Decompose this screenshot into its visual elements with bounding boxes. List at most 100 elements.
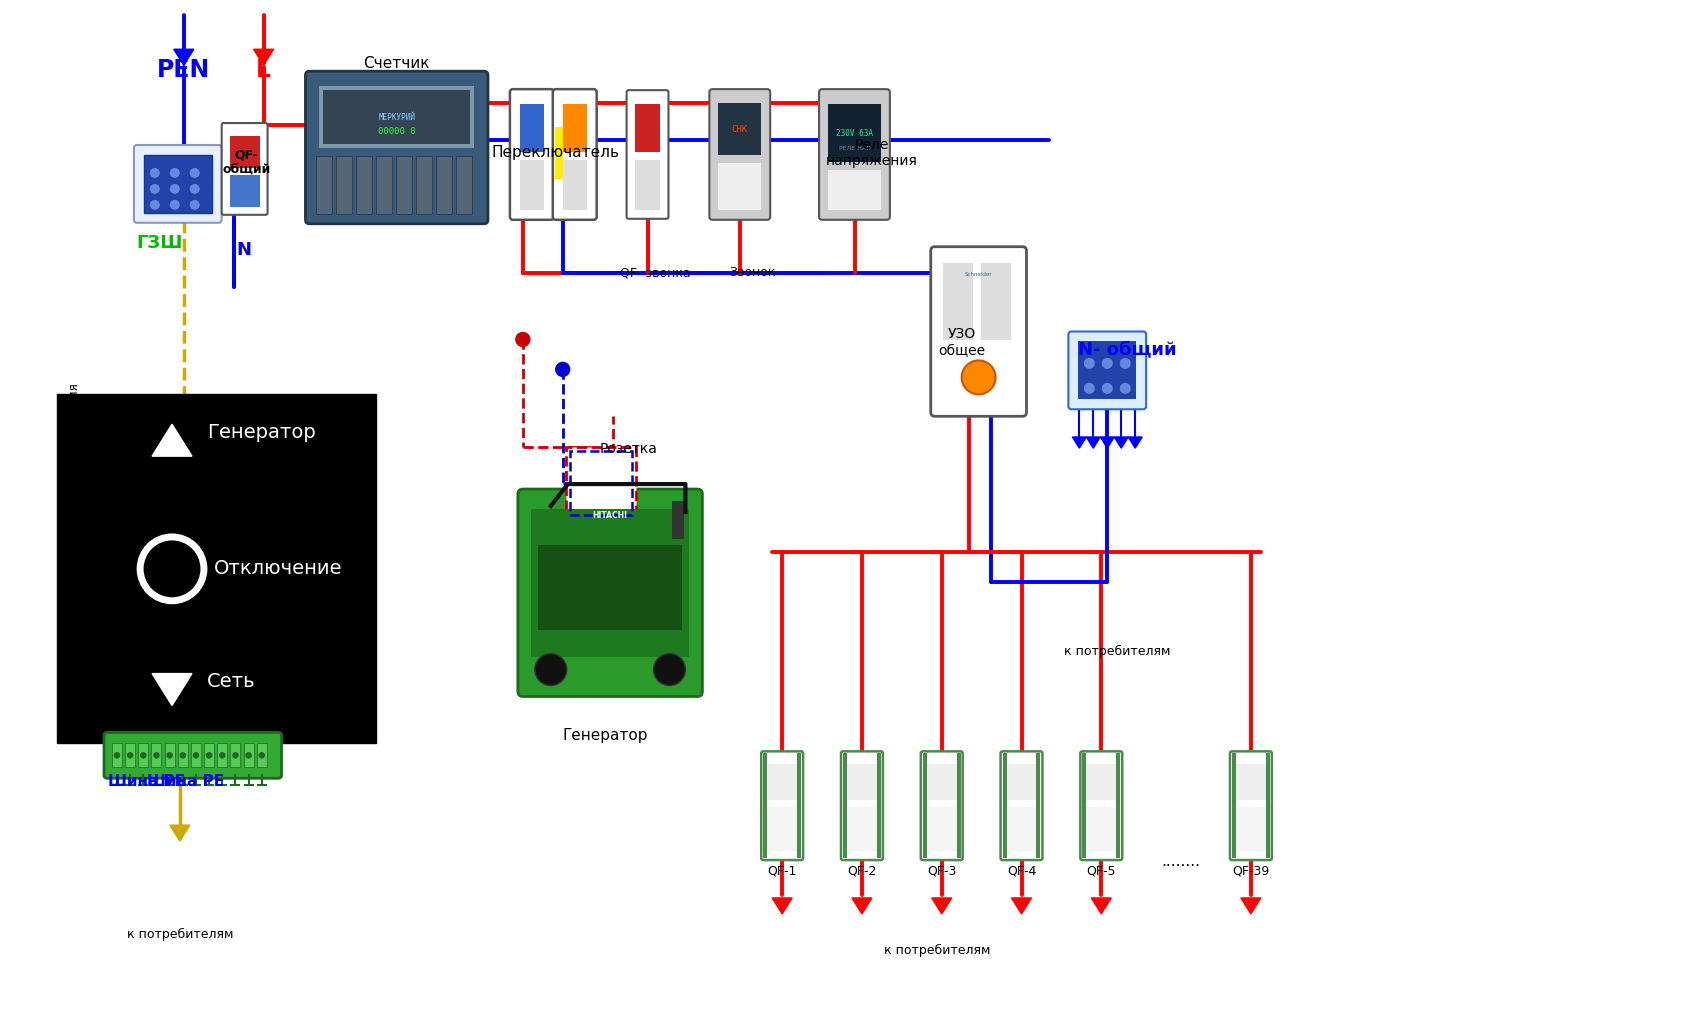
Circle shape xyxy=(246,752,251,759)
FancyBboxPatch shape xyxy=(1068,332,1146,410)
Bar xyxy=(570,452,632,515)
Bar xyxy=(256,743,266,767)
Bar xyxy=(957,754,960,858)
FancyBboxPatch shape xyxy=(1230,752,1272,860)
Text: QF-1: QF-1 xyxy=(767,864,797,878)
FancyBboxPatch shape xyxy=(553,89,596,220)
Text: L: L xyxy=(256,58,271,82)
Bar xyxy=(981,263,1011,340)
Bar xyxy=(1006,807,1036,851)
Bar xyxy=(767,807,797,851)
Bar xyxy=(521,160,544,210)
Text: N: N xyxy=(236,241,251,259)
Text: МЕРКУРИЙ: МЕРКУРИЙ xyxy=(377,113,415,122)
FancyBboxPatch shape xyxy=(819,89,890,220)
Circle shape xyxy=(150,184,160,194)
Bar xyxy=(356,156,372,214)
Text: QF-5: QF-5 xyxy=(1087,864,1115,878)
Bar xyxy=(635,104,661,152)
Bar xyxy=(842,754,848,858)
Bar xyxy=(848,807,876,851)
Bar xyxy=(1265,754,1270,858)
Bar xyxy=(416,156,431,214)
Circle shape xyxy=(219,752,226,759)
Text: ГЗШ: ГЗШ xyxy=(136,233,184,252)
Circle shape xyxy=(1121,358,1131,369)
Circle shape xyxy=(206,752,212,759)
Bar xyxy=(217,743,227,767)
Bar xyxy=(1087,764,1115,800)
Text: QF-39: QF-39 xyxy=(1232,864,1269,878)
Bar xyxy=(396,156,413,214)
FancyBboxPatch shape xyxy=(517,489,703,696)
Text: Schneider: Schneider xyxy=(966,272,992,278)
FancyBboxPatch shape xyxy=(222,123,268,215)
Circle shape xyxy=(192,752,199,759)
Text: Реле
напряжения: Реле напряжения xyxy=(826,138,918,168)
Text: Сеть: Сеть xyxy=(207,672,256,691)
Polygon shape xyxy=(772,898,792,913)
Text: Контур заземления: Контур заземления xyxy=(67,383,81,505)
Circle shape xyxy=(167,752,174,759)
Polygon shape xyxy=(853,898,871,913)
Bar xyxy=(190,743,201,767)
Text: 00000 0: 00000 0 xyxy=(377,127,416,135)
FancyBboxPatch shape xyxy=(133,145,222,223)
FancyBboxPatch shape xyxy=(627,90,669,219)
Text: QF-3: QF-3 xyxy=(927,864,957,878)
Bar xyxy=(554,127,563,179)
Polygon shape xyxy=(1072,437,1087,449)
Bar xyxy=(1082,754,1087,858)
Text: Отключение: Отключение xyxy=(214,559,342,579)
Bar xyxy=(718,103,762,155)
Bar xyxy=(152,743,162,767)
Bar xyxy=(1235,807,1265,851)
Circle shape xyxy=(170,184,180,194)
Text: УЗО
общее: УЗО общее xyxy=(939,328,986,357)
Circle shape xyxy=(150,168,160,178)
Text: Звонок: Звонок xyxy=(730,266,775,280)
Bar xyxy=(143,155,212,213)
Text: QF-2: QF-2 xyxy=(848,864,876,878)
FancyBboxPatch shape xyxy=(1080,752,1122,860)
Circle shape xyxy=(170,200,180,210)
Circle shape xyxy=(654,653,686,685)
FancyBboxPatch shape xyxy=(920,752,962,860)
Bar xyxy=(927,807,957,851)
Bar xyxy=(1006,764,1036,800)
Polygon shape xyxy=(1011,898,1031,913)
Circle shape xyxy=(113,752,120,759)
Text: PEN: PEN xyxy=(157,58,211,82)
Polygon shape xyxy=(174,49,194,66)
Bar xyxy=(1115,754,1121,858)
Polygon shape xyxy=(170,825,190,841)
Bar xyxy=(320,86,473,148)
FancyBboxPatch shape xyxy=(511,89,554,220)
Bar xyxy=(179,743,187,767)
Bar xyxy=(1087,807,1115,851)
Text: 230V 63A: 230V 63A xyxy=(836,129,873,137)
Circle shape xyxy=(534,653,566,685)
Bar xyxy=(1235,764,1265,800)
Bar xyxy=(111,743,121,767)
Bar xyxy=(521,104,544,152)
Text: РЕЛЕ НАП: РЕЛЕ НАП xyxy=(839,146,871,152)
Polygon shape xyxy=(932,898,952,913)
Circle shape xyxy=(1083,383,1095,394)
Polygon shape xyxy=(1092,898,1112,913)
Bar xyxy=(538,545,682,630)
Polygon shape xyxy=(1114,437,1129,449)
Bar xyxy=(317,156,332,214)
Bar xyxy=(324,90,470,144)
Bar xyxy=(563,160,586,210)
Circle shape xyxy=(150,200,160,210)
Bar xyxy=(1036,754,1040,858)
Bar xyxy=(138,743,148,767)
Bar xyxy=(531,509,689,656)
Text: QF- звонка: QF- звонка xyxy=(620,266,691,280)
FancyBboxPatch shape xyxy=(841,752,883,860)
Bar xyxy=(1003,754,1006,858)
Circle shape xyxy=(1102,358,1112,369)
FancyBboxPatch shape xyxy=(762,752,804,860)
Bar xyxy=(767,764,797,800)
